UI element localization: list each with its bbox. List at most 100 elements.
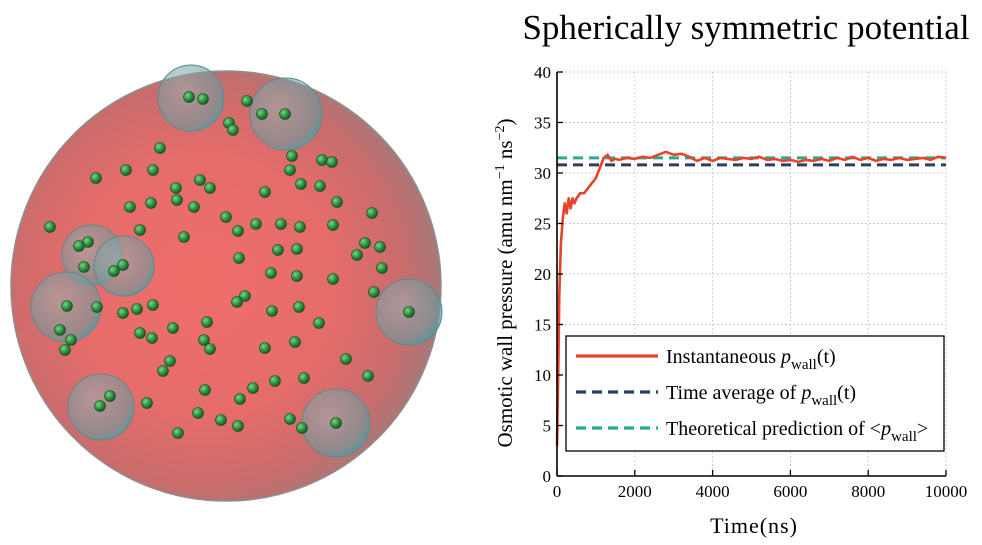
particle <box>197 93 209 105</box>
particle <box>204 182 216 194</box>
particle <box>232 420 244 432</box>
particle <box>286 150 298 162</box>
particle <box>374 241 386 253</box>
particle <box>90 172 102 184</box>
particle <box>298 372 310 384</box>
particle <box>234 393 246 405</box>
chart-panel: Spherically symmetric potential 0 5 10 15 20… <box>460 0 982 540</box>
particle <box>201 316 213 328</box>
y-tick-label: 25 <box>534 215 551 234</box>
particle <box>291 243 303 255</box>
particle <box>296 422 308 434</box>
particle <box>313 317 325 329</box>
particle <box>171 194 183 206</box>
particle <box>327 273 339 285</box>
particle <box>247 382 259 394</box>
series-lines <box>555 150 947 446</box>
particle <box>91 301 103 313</box>
legend: Instantaneous pwall(t) Time average of pw… <box>565 335 945 452</box>
particle <box>54 324 66 336</box>
particle <box>331 196 343 208</box>
legend-label: Theoretical prediction of <pwall> <box>666 418 928 445</box>
spherical-container-with-particles-icon <box>10 64 443 502</box>
particle <box>147 164 159 176</box>
particle <box>259 342 271 354</box>
particle <box>145 197 157 209</box>
particle <box>362 370 374 382</box>
particle <box>204 343 216 355</box>
particle <box>183 91 195 103</box>
particle <box>215 414 227 426</box>
particle <box>134 327 146 339</box>
particle <box>256 108 268 120</box>
particle <box>157 365 169 377</box>
particle <box>272 244 284 256</box>
particle <box>232 225 244 237</box>
particle <box>284 413 296 425</box>
particle <box>284 164 296 176</box>
particle <box>198 334 210 346</box>
particle <box>316 154 328 166</box>
y-tick-label: 35 <box>534 114 551 133</box>
particle <box>199 384 211 396</box>
particle <box>231 296 243 308</box>
particle <box>403 306 415 318</box>
particle <box>289 336 301 348</box>
particle <box>327 219 339 231</box>
particle <box>170 182 182 194</box>
particle <box>259 186 271 198</box>
y-tick-label: 20 <box>534 265 551 284</box>
particle <box>220 211 232 223</box>
particle <box>340 353 352 365</box>
particle <box>368 286 380 298</box>
axes <box>556 71 947 477</box>
particle <box>241 95 253 107</box>
x-tick-label: 8000 <box>851 482 885 501</box>
particle <box>117 259 129 271</box>
particle <box>44 221 56 233</box>
tick-labels: 0 5 10 15 20 25 30 35 40 0 2000 4000 6000 8000 10000 <box>534 63 967 501</box>
particle <box>131 303 143 315</box>
x-tick-label: 4000 <box>696 482 730 501</box>
bubble-group <box>30 64 443 458</box>
particle <box>178 231 190 243</box>
particle <box>351 249 363 261</box>
particle-group <box>44 91 415 439</box>
y-tick-label: 0 <box>543 467 552 486</box>
particle <box>279 108 291 120</box>
particle <box>65 334 77 346</box>
particle <box>266 305 278 317</box>
particle <box>134 224 146 236</box>
particle <box>78 261 90 273</box>
series-line-0 <box>555 150 947 446</box>
particle <box>59 344 71 356</box>
particle <box>167 322 179 334</box>
particle <box>188 201 200 213</box>
particle <box>295 178 307 190</box>
particle <box>73 240 85 252</box>
x-tick-label: 0 <box>553 482 562 501</box>
x-tick-label: 10000 <box>925 482 968 501</box>
y-tick-label: 15 <box>534 316 551 335</box>
chart-title: Spherically symmetric potential <box>522 8 970 47</box>
line-chart: 0 5 10 15 20 25 30 35 40 0 2000 4000 6000 8000 10000 T… <box>493 63 967 538</box>
particle <box>275 218 287 230</box>
particle <box>141 397 153 409</box>
particle <box>314 180 326 192</box>
legend-label: Instantaneous pwall(t) <box>666 346 836 373</box>
particle <box>293 301 305 313</box>
y-axis-label: Osmotic wall pressure (amu nm−1 ns−2) <box>493 118 517 447</box>
particle <box>376 262 388 274</box>
particle <box>233 252 245 264</box>
particle <box>265 267 277 279</box>
particle <box>108 265 120 277</box>
particle <box>291 270 303 282</box>
particle <box>104 390 116 402</box>
particle <box>359 237 371 249</box>
particle <box>194 174 206 186</box>
particle <box>61 300 73 312</box>
particle <box>366 207 378 219</box>
particle <box>326 156 338 168</box>
particle <box>330 417 342 429</box>
particle <box>294 221 306 233</box>
